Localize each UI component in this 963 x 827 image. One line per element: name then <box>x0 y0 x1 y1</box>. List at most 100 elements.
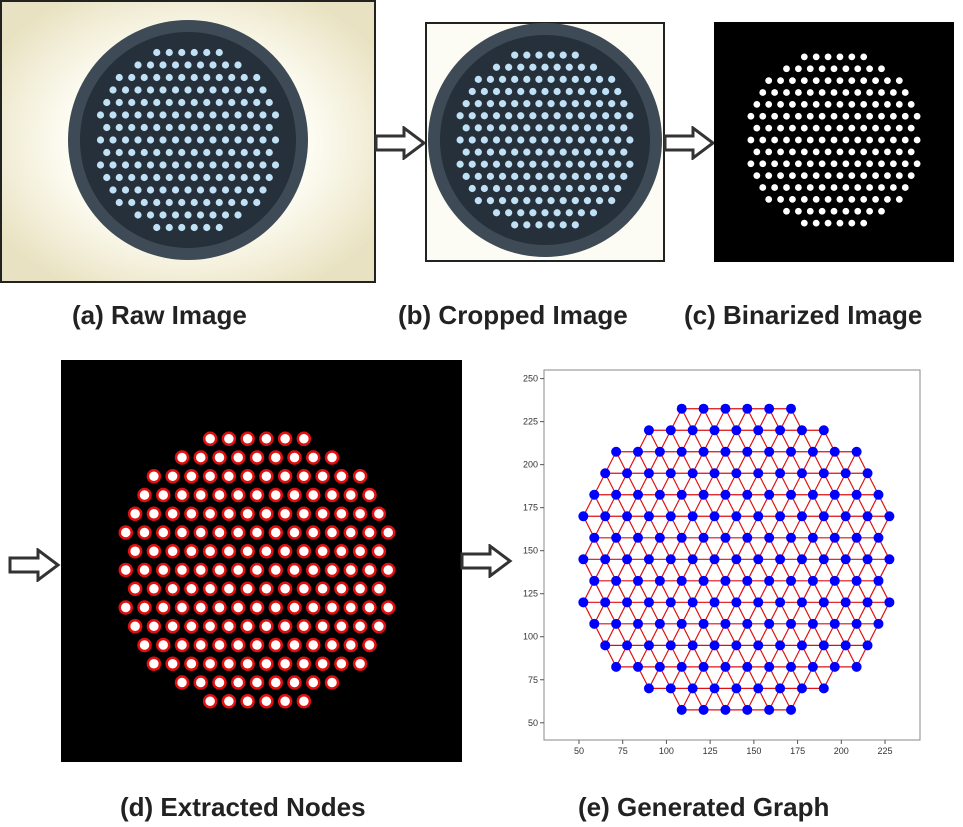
extracted-node <box>240 469 255 484</box>
cropped-dot <box>498 100 507 108</box>
cropped-dot <box>456 136 464 144</box>
raw-dot <box>196 211 205 219</box>
y-tick-label: 175 <box>523 503 538 513</box>
extracted-node <box>296 656 312 671</box>
binarized-dot <box>824 53 832 61</box>
raw-dot <box>240 98 248 107</box>
extracted-node <box>231 525 246 540</box>
extracted-node <box>277 469 293 484</box>
binarized-dot <box>800 53 808 61</box>
cropped-dot <box>535 148 543 156</box>
cropped-dot <box>498 172 507 180</box>
binarized-dot <box>771 184 779 191</box>
raw-dot <box>196 186 205 194</box>
cropped-dot <box>480 184 488 193</box>
graph-node <box>796 597 807 608</box>
extracted-node <box>306 637 321 653</box>
extracted-node <box>268 525 283 540</box>
extracted-node <box>118 562 133 578</box>
extracted-node <box>277 506 293 521</box>
binarized-dot <box>759 136 767 144</box>
binarized-dot <box>771 89 779 96</box>
cropped-dot <box>492 87 501 96</box>
cropped-dot <box>595 124 604 132</box>
graph-node <box>665 683 676 694</box>
binarized-dot <box>889 184 897 191</box>
graph-node <box>786 532 797 543</box>
raw-dot <box>146 161 155 169</box>
binarized-dot <box>866 136 874 144</box>
cropped-dot <box>559 100 567 108</box>
extracted-node <box>146 656 162 671</box>
binarized-dot <box>866 207 874 215</box>
binarized-dot <box>895 195 903 203</box>
extracted-node <box>221 694 237 709</box>
binarized-dot <box>842 207 850 215</box>
extracted-node <box>231 450 246 465</box>
binarized-dot <box>848 195 856 203</box>
binarized-dot <box>800 148 808 156</box>
binarized-dot <box>854 89 862 96</box>
raw-dot <box>165 98 173 107</box>
cropped-dot <box>529 184 537 193</box>
extracted-node <box>202 694 218 709</box>
binarized-dot <box>895 148 903 156</box>
extracted-node <box>202 506 218 521</box>
cropped-dot <box>547 221 555 229</box>
graph-node <box>589 575 600 586</box>
cropped-dot <box>498 75 507 83</box>
raw-dot <box>134 86 142 94</box>
graph-node <box>731 683 742 694</box>
caption-raw-image: (a) Raw Image <box>72 300 247 330</box>
generated-graph-panel: 50 75 100 125 150 175 200 225 50 75 100 125 150 175 20… <box>510 360 930 780</box>
extracted-node <box>352 619 368 634</box>
graph-node <box>796 468 807 479</box>
graph-node <box>829 575 840 586</box>
graph-node <box>611 446 622 457</box>
cropped-dot <box>614 112 622 120</box>
extracted-node <box>334 619 349 634</box>
extracted-node <box>221 656 237 671</box>
cropped-dot <box>565 184 573 193</box>
raw-dot <box>203 123 211 132</box>
cropped-dot <box>505 184 513 193</box>
graph-node <box>862 597 873 608</box>
extracted-node <box>240 656 255 671</box>
graph-node <box>698 532 709 543</box>
arrow-binarized-to-nodes <box>8 548 62 582</box>
extracted-node <box>202 619 218 634</box>
generated-graph-chart: 50 75 100 125 150 175 200 225 50 75 100 125 150 175 20… <box>523 369 921 756</box>
cropped-dot <box>547 148 555 156</box>
cropped-dot <box>541 87 549 96</box>
raw-dot <box>196 161 205 169</box>
graph-node <box>851 618 862 629</box>
binarized-dot <box>806 184 814 191</box>
binarized-dot <box>907 148 915 156</box>
cropped-dot <box>583 197 592 205</box>
raw-dot <box>253 148 261 157</box>
extracted-node <box>165 469 180 484</box>
extracted-node <box>212 525 227 540</box>
binarized-dot <box>777 172 784 180</box>
cropped-dot <box>565 112 573 120</box>
cropped-dot <box>595 75 604 83</box>
extracted-node <box>277 619 293 634</box>
cropped-dot <box>523 197 531 205</box>
graph-node <box>665 597 676 608</box>
graph-node <box>753 683 764 694</box>
cropped-dot <box>517 209 525 217</box>
extracted-node <box>240 506 255 521</box>
extracted-node <box>146 506 162 521</box>
cropped-dot <box>620 124 628 132</box>
caption-binarized-image: (c) Binarized Image <box>684 300 923 330</box>
binarized-dot <box>860 53 868 61</box>
graph-node <box>589 618 600 629</box>
graph-node <box>589 489 600 500</box>
extracted-node <box>324 525 340 540</box>
binarized-dot <box>747 136 755 144</box>
raw-dot <box>196 61 205 69</box>
graph-node <box>775 597 786 608</box>
raw-dot <box>178 123 186 132</box>
raw-dot <box>190 73 198 82</box>
y-tick-label: 250 <box>523 374 538 384</box>
